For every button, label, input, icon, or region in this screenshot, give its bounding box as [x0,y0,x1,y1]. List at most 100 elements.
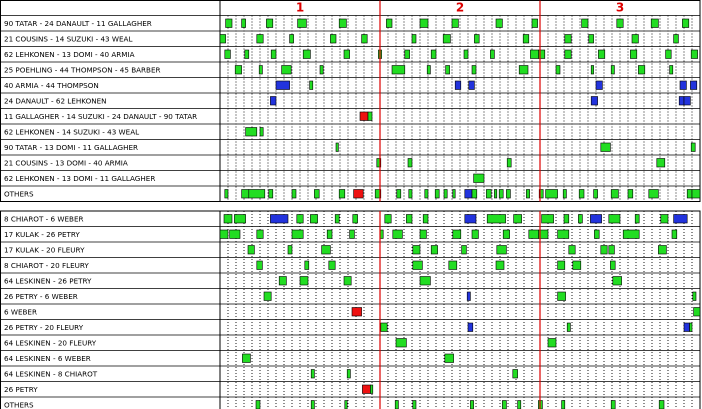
shift-bar-even [443,189,448,199]
shift-bar-even [486,214,506,224]
shift-bar-even [600,245,608,255]
shift-bar-even [314,189,320,199]
shift-bar-even [223,214,233,224]
shift-bar-even [502,400,507,409]
shift-bar-pp [673,214,688,224]
shift-bar-even [404,49,410,59]
shift-bar-even [682,18,690,28]
shift-bar-even [338,189,346,199]
shift-bar-even [256,34,264,44]
shift-row: 17 KULAK - 20 FLEURY [4,245,667,255]
shift-bar-even [289,34,294,44]
shift-row: 21 COUSINS - 13 DOMI - 40 ARMIA [4,158,666,168]
shift-bar-pp [683,322,690,332]
shift-bar-even [598,49,606,59]
row-label: 26 PETRY - 20 FLEURY [4,323,84,332]
shift-bar-even [471,229,479,239]
row-label: 21 COUSINS - 13 DOMI - 40 ARMIA [4,158,128,167]
shift-bar-even [513,214,522,224]
shift-row: 64 LESKINEN - 8 CHIAROT [4,369,518,379]
shift-bar-even [244,49,250,59]
shift-bar-even [256,260,263,270]
row-label: 6 WEBER [4,307,37,316]
shift-bar-even [287,245,293,255]
shift-bar-even [610,260,616,270]
shift-bar-even [498,189,504,199]
shift-bar-even [395,338,407,348]
minute-grid [0,210,700,409]
shift-bar-pp [467,322,474,332]
shift-bar-even [343,276,352,286]
shift-bar-even [451,18,459,28]
shift-row: 21 COUSINS - 14 SUZUKI - 43 WEAL [4,34,679,44]
shift-row: OTHERS [4,189,701,199]
shift-bar-even [248,189,266,199]
shift-bar-even [242,353,251,363]
shift-bar-even [656,158,666,168]
shift-row: 24 DANAULT - 62 LEHKONEN [4,96,691,106]
shift-bar-even [370,384,374,394]
shift-bar-even [557,229,570,239]
row-label: 17 KULAK - 20 FLEURY [4,245,85,254]
shift-bar-even [690,142,696,152]
row-label: 25 POEHLING - 44 THOMPSON - 45 BARBER [4,65,161,74]
shift-bar-pp [454,80,462,90]
shift-bar-even [490,49,495,59]
shift-bar-even [486,189,492,199]
shift-row: 26 PETRY - 6 WEBER [4,291,697,301]
shift-bar-even [671,229,678,239]
shift-bar-even [669,65,674,75]
shift-row: 25 POEHLING - 44 THOMPSON - 45 BARBER [4,65,674,75]
row-label: 62 LEHKONEN - 13 DOMI - 11 GALLAGHER [4,174,155,183]
shift-bar-even [531,18,538,28]
shift-row: 6 WEBER [4,307,701,317]
shift-bar-even [566,322,571,332]
shift-bar-even [241,189,250,199]
shift-bar-even [394,400,399,409]
shift-bar-even [406,214,413,224]
shift-bar-even [304,260,310,270]
shift-row: 64 LESKINEN - 6 WEBER [4,353,454,363]
shift-bar-even [689,322,693,332]
shift-bar-even [461,245,467,255]
shift-bar-even [270,49,277,59]
shift-bar-even [578,189,585,199]
shift-bar-even [299,276,309,286]
shift-bar-even [344,400,348,409]
shift-bar-even [581,18,589,28]
shift-bar-pp [595,80,603,90]
shift-row: 8 CHIAROT - 6 WEBER [4,214,688,224]
shift-bar-even [631,34,639,44]
shift-bar-even [330,34,337,44]
shift-bar-even [557,260,566,270]
shift-row: 62 LEHKONEN - 13 DOMI - 11 GALLAGHER [4,173,485,183]
shift-bar-even [384,214,392,224]
shift-bar-even [658,245,667,255]
row-label: 26 PETRY [4,385,38,394]
shift-bar-even [522,34,530,44]
shift-bar-pp [590,96,598,106]
shift-bar-even [562,189,567,199]
row-label: 8 CHIAROT - 20 FLEURY [4,261,89,270]
shift-bar-even [374,189,382,199]
shift-bar-even [380,322,388,332]
shift-bar-even [445,65,450,75]
shift-bar-even [422,214,429,224]
shift-bar-even [338,18,347,28]
shift-bar-even [391,65,406,75]
shift-row: 62 LEHKONEN - 13 DOMI - 40 ARMIA [4,49,698,59]
shift-bar-even [463,49,469,59]
shift-bar-even [588,34,594,44]
shift-bar-even [444,353,454,363]
shift-bar-even [494,189,498,199]
shift-row: 64 LESKINEN - 20 FLEURY [4,338,557,348]
shift-bar-even [612,276,622,286]
shift-bar-even [442,34,451,44]
shift-bar-even [557,291,566,301]
shift-row: 64 LESKINEN - 26 PETRY [4,276,622,286]
shift-bar-even [334,214,340,224]
shift-bar-even [610,65,615,75]
panel-frame [0,210,701,409]
shift-bar-pp [464,214,477,224]
